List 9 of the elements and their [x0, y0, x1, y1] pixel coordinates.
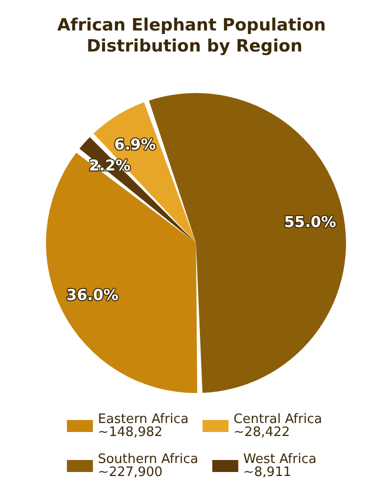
data-label: 2.2% — [88, 156, 131, 174]
legend-label: West Africa ~8,911 — [243, 452, 316, 480]
data-label: 36.0% — [66, 286, 118, 304]
data-label: 6.9% — [114, 135, 156, 154]
legend-label: Central Africa ~28,422 — [234, 412, 322, 440]
data-label: 55.0% — [284, 213, 336, 232]
chart-title: African Elephant Population Distribution by Region — [57, 16, 332, 56]
legend-label: Southern Africa ~227,900 — [98, 452, 198, 480]
legend-label: Eastern Africa ~148,982 — [98, 412, 189, 440]
